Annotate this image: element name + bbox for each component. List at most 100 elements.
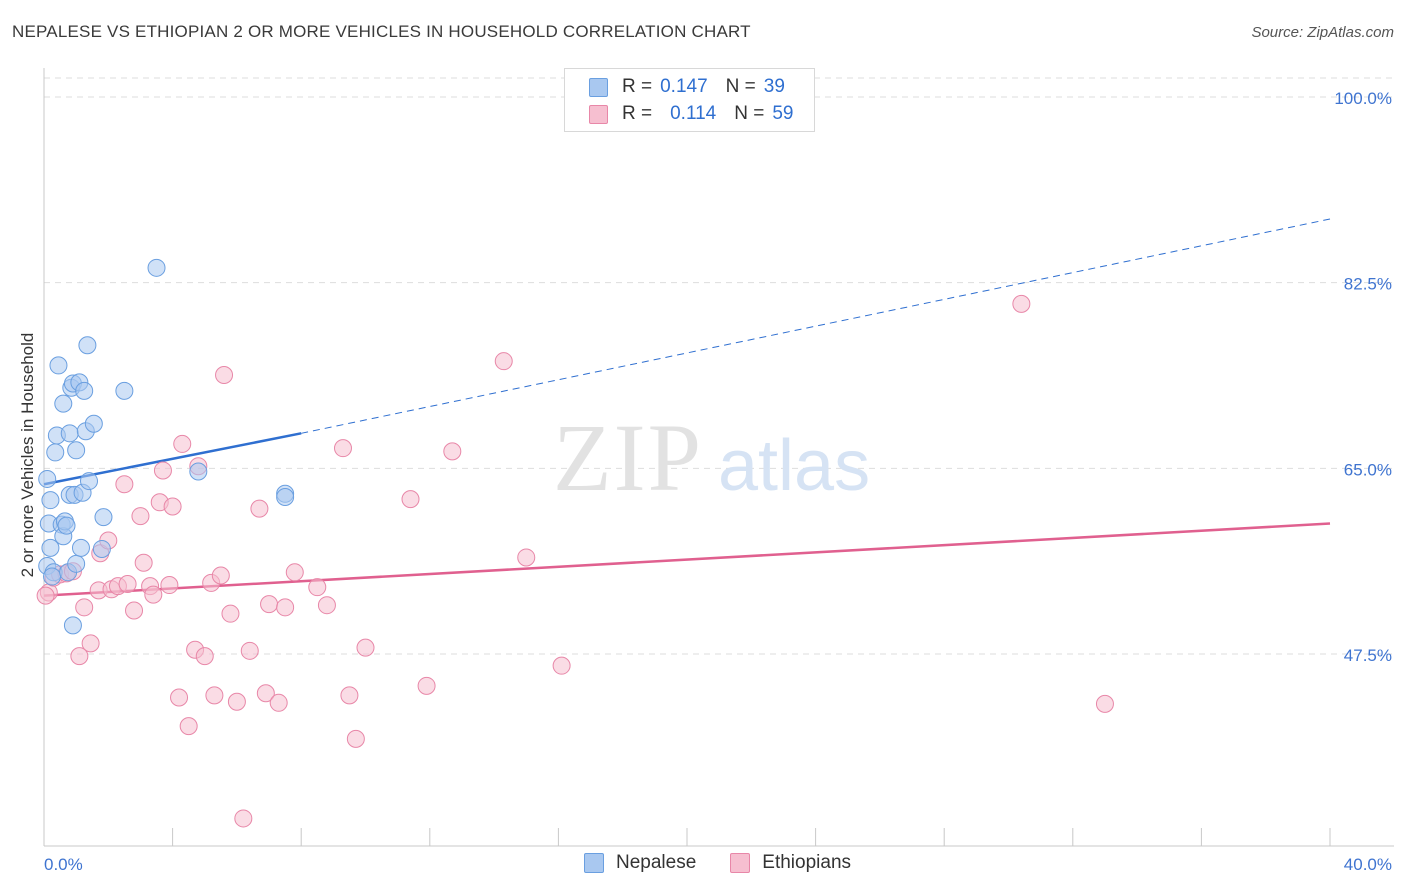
ethiopian-point [517, 548, 536, 567]
nepalese-point [84, 414, 103, 433]
ethiopian-point [234, 809, 253, 828]
nepalese-point [63, 616, 82, 635]
tick-layer: 47.5% 65.0% 82.5% 100.0% 0.0% 40.0% [44, 89, 1392, 874]
ethiopian-point [494, 352, 513, 371]
ethiopian-point [346, 729, 365, 748]
nepalese-point [67, 554, 86, 573]
ethiopian-point [170, 688, 189, 707]
ethiopian-point [417, 676, 436, 695]
n-label: N = [734, 103, 765, 124]
ethiopian-point [340, 686, 359, 705]
ethiopian-point [1095, 694, 1114, 713]
x-tick-label-max: 40.0% [1344, 855, 1392, 874]
y-tick-label: 82.5% [1344, 275, 1392, 294]
y-axis-label: 2 or more Vehicles in Household [18, 333, 37, 578]
ethiopian-point [134, 553, 153, 572]
nepalese-point [276, 487, 295, 506]
nepalese-trendline-extension [301, 218, 1331, 434]
ethiopian-point [227, 692, 246, 711]
nepalese-point [92, 539, 111, 558]
nepalese-point [57, 516, 76, 535]
r-value: 0.147 [660, 76, 708, 97]
ethiopian-point [356, 638, 375, 657]
ethiopian-swatch [589, 104, 608, 124]
nepalese-point [115, 381, 134, 400]
watermark-zip: ZIP [553, 404, 703, 511]
ethiopian-point [250, 499, 269, 518]
correlation-legend: R = 0.147 N = 39 R = 0.114 N = 59 [564, 68, 815, 132]
axes-layer [43, 68, 1394, 847]
nepalese-point [38, 469, 57, 488]
ethiopian-point [240, 641, 259, 660]
watermark: ZIP atlas [553, 404, 870, 511]
nepalese-point [80, 472, 99, 491]
ethiopian-trendline [43, 522, 1331, 597]
ethiopian-point [160, 576, 179, 595]
series-legend: Nepalese Ethiopians [584, 852, 885, 874]
ethiopian-point [552, 656, 571, 675]
legend-label-ethiopians: Ethiopians [762, 852, 852, 873]
ethiopian-point [260, 595, 279, 614]
nepalese-point [71, 538, 90, 557]
ethiopian-point [221, 604, 240, 623]
ethiopian-point [205, 686, 224, 705]
nepalese-point [75, 381, 94, 400]
r-label: R = [622, 103, 653, 124]
ethiopian-point [173, 434, 192, 453]
points-layer [36, 258, 1114, 828]
nepalese-point [49, 356, 68, 375]
nepalese-swatch [589, 77, 608, 97]
n-value: 59 [772, 103, 794, 124]
grid-layer [44, 77, 1394, 655]
ethiopian-point [131, 507, 150, 526]
nepalese-point [78, 336, 97, 355]
nepalese-point [43, 567, 62, 586]
nepalese-point [67, 441, 86, 460]
ethiopian-swatch [730, 853, 751, 873]
ethiopian-point [153, 461, 172, 480]
ethiopian-point [81, 634, 100, 653]
ethiopian-point [70, 647, 89, 666]
ethiopian-point [333, 439, 352, 458]
x-tick-label-min: 0.0% [44, 855, 83, 874]
ethiopian-point [163, 497, 182, 516]
y-tick-label: 65.0% [1344, 460, 1392, 479]
n-label: N = [725, 76, 756, 97]
r-label: R = [622, 76, 653, 97]
ethiopian-point [144, 585, 163, 604]
nepalese-swatch [584, 853, 604, 873]
source-label: Source: ZipAtlas.com [1251, 24, 1394, 41]
nepalese-point [60, 424, 79, 443]
ethiopian-point [195, 647, 214, 666]
legend-item-ethiopians[interactable]: Ethiopians [730, 852, 851, 874]
legend-item-nepalese[interactable]: Nepalese [584, 852, 696, 874]
y-tick-label: 100.0% [1334, 89, 1392, 108]
ethiopian-point [125, 601, 144, 620]
ethiopian-point [308, 578, 327, 597]
ethiopian-point [401, 490, 420, 509]
ethiopian-point [269, 693, 288, 712]
nepalese-point [46, 443, 65, 462]
ethiopian-point [1012, 294, 1031, 313]
nepalese-point [94, 508, 113, 527]
ethiopian-point [75, 598, 94, 617]
watermark-atlas: atlas [718, 426, 870, 506]
y-tick-label: 47.5% [1344, 646, 1392, 665]
nepalese-point [41, 538, 60, 557]
nepalese-point [147, 258, 166, 277]
ethiopian-point [211, 566, 230, 585]
chart-title: NEPALESE VS ETHIOPIAN 2 OR MORE VEHICLES… [12, 22, 751, 41]
ethiopian-point [443, 442, 462, 461]
nepalese-point [54, 394, 73, 413]
ethiopian-point [115, 475, 134, 494]
nepalese-point [189, 462, 208, 481]
ethiopian-point [36, 586, 55, 605]
legend-row-ethiopians: R = 0.114 N = 59 [589, 103, 794, 125]
ethiopian-point [215, 365, 234, 384]
legend-label-nepalese: Nepalese [616, 852, 697, 873]
ethiopian-point [118, 574, 137, 593]
n-value: 39 [763, 76, 785, 97]
legend-row-nepalese: R = 0.147 N = 39 [589, 76, 785, 98]
r-value: 0.114 [670, 103, 717, 124]
